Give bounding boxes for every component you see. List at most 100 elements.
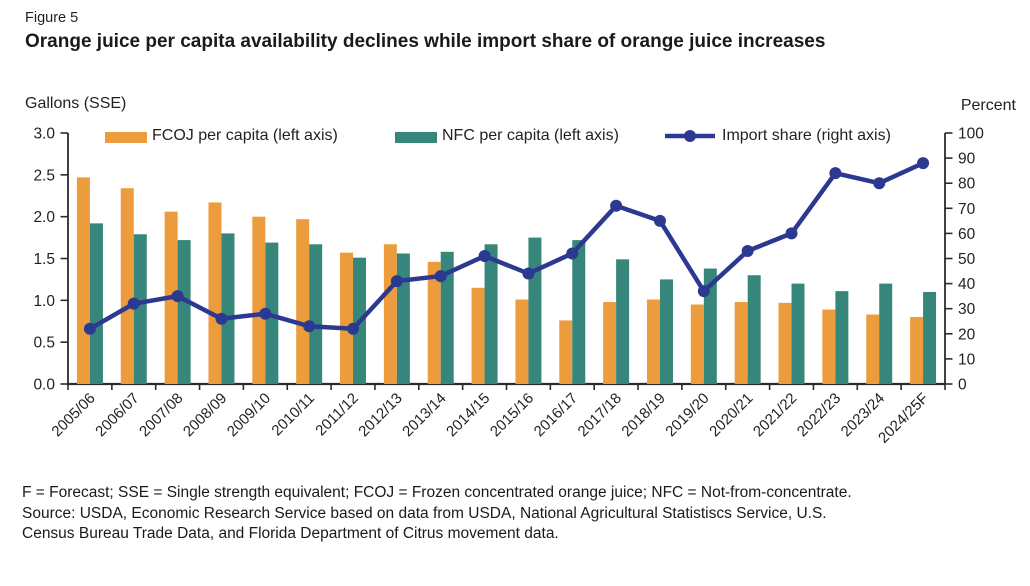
right-axis-tick-label: 0 [958, 377, 967, 394]
right-axis-tick-label: 70 [958, 201, 976, 218]
import-share-marker-2013/14 [434, 270, 447, 283]
bar-nfc-2022/23 [835, 291, 849, 384]
import-share-marker-2014/15 [478, 249, 491, 262]
x-axis-label-2011/12: 2011/12 [312, 390, 362, 440]
import-share-marker-2023/24 [873, 177, 886, 190]
import-share-line [87, 160, 926, 332]
right-axis-tick-label: 40 [958, 276, 976, 293]
bar-fcoj-2013/14 [427, 261, 441, 384]
right-axis-tick-label: 10 [958, 351, 976, 368]
bar-nfc-2023/24 [879, 283, 893, 384]
x-axis-label-2007/08: 2007/08 [136, 390, 186, 440]
import-share-marker-2019/20 [697, 285, 710, 298]
import-share-marker-2012/13 [390, 275, 403, 288]
left-axis-unit-label: Gallons (SSE) [25, 95, 127, 112]
x-axis-label-2018/19: 2018/19 [618, 390, 668, 440]
x-axis-label-2012/13: 2012/13 [355, 390, 405, 440]
bar-fcoj-2010/11 [296, 219, 310, 384]
x-axis-label-2005/06: 2005/06 [48, 390, 98, 440]
left-axis-tick-label: 2.5 [33, 167, 55, 184]
fcoj-legend-swatch [105, 132, 147, 143]
bar-nfc-2016/17 [572, 240, 586, 384]
right-axis-tick-label: 30 [958, 301, 976, 318]
left-axis-tick-label: 1.0 [33, 293, 55, 310]
x-axis-label-2022/23: 2022/23 [794, 390, 844, 440]
figure-label: Figure 5 [25, 10, 79, 26]
bar-nfc-2018/19 [659, 279, 673, 384]
left-axis-tick-label: 0.5 [33, 335, 55, 352]
bar-nfc-2019/20 [703, 268, 717, 384]
x-axis-label-2014/15: 2014/15 [443, 390, 493, 440]
bar-nfc-2012/13 [396, 253, 410, 384]
bar-nfc-2010/11 [309, 244, 323, 384]
import-share-marker-2010/11 [303, 320, 316, 333]
bar-nfc-2007/08 [177, 240, 191, 384]
bar-nfc-2017/18 [616, 259, 630, 384]
bar-nfc-2020/21 [747, 275, 761, 384]
x-axis-label-2021/22: 2021/22 [750, 390, 800, 440]
right-axis-tick-label: 60 [958, 226, 976, 243]
bar-fcoj-2021/22 [778, 302, 792, 384]
bar-fcoj-2011/12 [340, 252, 354, 384]
bar-fcoj-2018/19 [646, 299, 660, 384]
right-axis-tick-label: 90 [958, 151, 976, 168]
bar-fcoj-2009/10 [252, 216, 266, 384]
import-share-line-symbol-icon [664, 128, 716, 149]
bar-nfc-2021/22 [791, 283, 805, 384]
right-axis-unit-label: Percent [960, 97, 1016, 114]
bar-fcoj-2020/21 [734, 302, 748, 384]
import-share-marker-2009/10 [259, 307, 272, 320]
import-share-marker-2008/09 [215, 312, 228, 325]
bar-fcoj-2012/13 [383, 244, 397, 384]
x-axis-label-2017/18: 2017/18 [575, 390, 625, 440]
x-axis-label-2010/11: 2010/11 [268, 390, 318, 440]
bar-fcoj-2023/24 [866, 314, 880, 384]
import-share-marker-2017/18 [610, 199, 623, 212]
import-share-marker-2020/21 [741, 244, 754, 257]
bar-fcoj-2024/25F [910, 317, 924, 384]
bar-nfc-2013/14 [440, 251, 454, 384]
bar-fcoj-2006/07 [120, 188, 134, 384]
x-axis-label-2019/20: 2019/20 [662, 390, 712, 440]
bar-fcoj-2019/20 [690, 304, 704, 384]
bar-nfc-2008/09 [221, 233, 235, 384]
x-axis-label-2013/14: 2013/14 [399, 390, 449, 440]
x-axis-label-2006/07: 2006/07 [92, 390, 142, 440]
import-share-marker-2005/06 [83, 322, 96, 335]
bar-fcoj-2017/18 [603, 302, 617, 384]
bar-nfc-2006/07 [133, 234, 147, 384]
legend-item-nfc: NFC per capita (left axis) [442, 127, 619, 144]
bar-nfc-2005/06 [89, 223, 103, 384]
right-axis-tick-label: 80 [958, 176, 976, 193]
import-share-marker-2016/17 [566, 247, 579, 260]
x-axis-label-2008/09: 2008/09 [180, 390, 230, 440]
page-title: Orange juice per capita availability dec… [25, 31, 826, 52]
right-axis-tick-label: 50 [958, 251, 976, 268]
bar-fcoj-2016/17 [559, 320, 573, 384]
footnotes: F = Forecast; SSE = Single strength equi… [22, 483, 867, 545]
x-axis-label-2009/10: 2009/10 [224, 390, 274, 440]
import-share-marker-2006/07 [127, 297, 140, 310]
x-axis-label-2016/17: 2016/17 [531, 390, 581, 440]
import-share-marker-2024/25F [917, 157, 930, 170]
bar-fcoj-2008/09 [208, 202, 222, 384]
bar-nfc-2024/25F [923, 291, 937, 384]
import-share-marker-2007/08 [171, 290, 184, 303]
x-axis-label-2015/16: 2015/16 [487, 390, 537, 440]
nfc-legend-swatch [395, 132, 437, 143]
left-axis-tick-label: 3.0 [33, 126, 55, 143]
import-share-marker-2021/22 [785, 227, 798, 240]
bar-fcoj-2014/15 [471, 287, 485, 384]
import-share-marker-2015/16 [522, 267, 535, 280]
legend-item-fcoj: FCOJ per capita (left axis) [152, 127, 338, 144]
x-axis-label-2020/21: 2020/21 [706, 390, 756, 440]
bar-fcoj-2015/16 [515, 299, 529, 384]
bar-nfc-2014/15 [484, 244, 498, 384]
left-axis-tick-label: 2.0 [33, 209, 55, 226]
bar-nfc-2015/16 [528, 237, 542, 384]
right-axis-tick-label: 100 [958, 126, 984, 143]
right-axis-tick-label: 20 [958, 326, 976, 343]
footnote-definitions: F = Forecast; SSE = Single strength equi… [22, 484, 852, 501]
